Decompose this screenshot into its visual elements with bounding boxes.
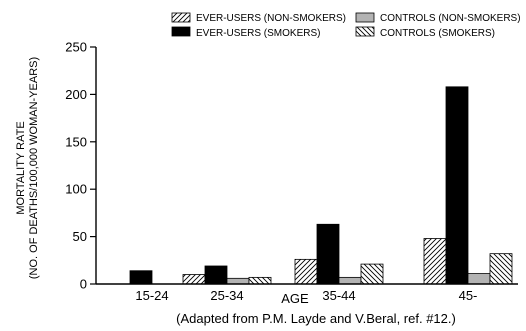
y-axis-title-line-2: (NO. OF DEATHS/100,000 WOMAN-YEARS): [28, 57, 40, 279]
bar-35-44-series-1: [316, 223, 340, 285]
y-axis-title: MORTALITY RATE (NO. OF DEATHS/100,000 WO…: [15, 57, 40, 279]
y-tick-label-200: 200: [65, 87, 87, 102]
bar-35-44-series-3: [360, 263, 384, 285]
bar-45--series-0: [423, 238, 447, 285]
bar-15-24-series-1: [129, 270, 153, 285]
bar-35-44-series-0: [294, 258, 318, 285]
source-note: (Adapted from P.M. Layde and V.Beral, re…: [176, 311, 456, 326]
bar-25-34-series-0: [182, 274, 206, 285]
x-tick-label-25-34: 25-34: [210, 288, 243, 303]
bar-25-34-series-2: [226, 277, 250, 285]
legend-item-ever-users-non-smokers: EVER-USERS (NON-SMOKERS): [171, 12, 346, 24]
legend-label-ever-users-smokers: EVER-USERS (SMOKERS): [196, 28, 320, 39]
legend-item-controls-smokers: CONTROLS (SMOKERS): [355, 26, 495, 39]
x-tick-label-45-: 45-: [459, 288, 478, 303]
legend-swatch-controls-smokers: [355, 26, 375, 37]
bar-25-34-series-1: [204, 265, 228, 285]
legend-swatch-controls-non-smokers: [355, 12, 375, 23]
legend-label-controls-non-smokers: CONTROLS (NON-SMOKERS): [380, 13, 521, 24]
legend-item-ever-users-smokers: EVER-USERS (SMOKERS): [171, 26, 320, 39]
bar-45--series-3: [489, 253, 513, 285]
bar-45--series-2: [467, 273, 491, 285]
y-axis-title-line-1: MORTALITY RATE: [15, 121, 27, 214]
bars: [129, 86, 513, 285]
legend-label-ever-users-non-smokers: EVER-USERS (NON-SMOKERS): [196, 13, 346, 24]
y-tick-label-250: 250: [65, 40, 87, 55]
legend-swatch-ever-users-non-smokers: [171, 12, 191, 23]
bar-25-34-series-3: [248, 276, 272, 285]
y-tick-label-50: 50: [73, 229, 87, 244]
x-axis-title: AGE: [281, 291, 309, 306]
y-tick-label-100: 100: [65, 182, 87, 197]
legend-swatch-ever-users-smokers: [171, 26, 191, 37]
y-tick-label-150: 150: [65, 134, 87, 149]
legend-label-controls-smokers: CONTROLS (SMOKERS): [380, 28, 495, 39]
x-tick-label-15-24: 15-24: [135, 288, 168, 303]
x-axis-ticks: 15-24 25-34 35-44 45-: [135, 288, 477, 303]
bar-35-44-series-2: [338, 276, 362, 285]
legend: EVER-USERS (NON-SMOKERS) EVER-USERS (SMO…: [171, 12, 521, 39]
legend-item-controls-non-smokers: CONTROLS (NON-SMOKERS): [355, 12, 521, 24]
y-tick-label-0: 0: [80, 277, 87, 292]
x-tick-label-35-44: 35-44: [322, 288, 355, 303]
bar-45--series-1: [445, 86, 469, 285]
y-axis-ticks: 0 50 100 150 200 250: [65, 40, 96, 292]
